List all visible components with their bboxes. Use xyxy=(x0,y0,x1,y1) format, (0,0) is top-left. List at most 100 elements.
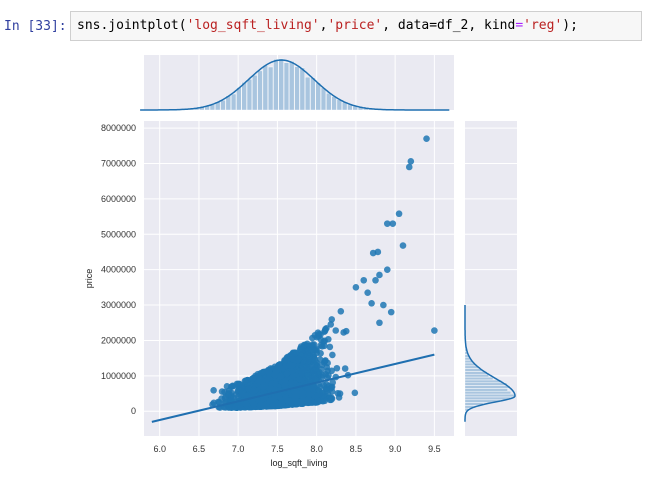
code-token: 'reg' xyxy=(523,18,563,33)
scatter-point xyxy=(319,389,326,397)
scatter-point xyxy=(317,336,325,344)
scatter-point xyxy=(311,375,319,383)
scatter-point xyxy=(305,391,313,398)
scatter-point xyxy=(327,321,335,328)
marginal-x-bar xyxy=(320,87,327,111)
scatter-point xyxy=(364,289,371,296)
y-tick-label: 7000000 xyxy=(101,158,136,168)
scatter-point xyxy=(266,397,273,405)
marginal-y-bar xyxy=(464,385,511,389)
code-token: = xyxy=(515,18,524,33)
code-token: 'price' xyxy=(327,18,383,33)
code-token: kind xyxy=(484,18,516,33)
code-token: sns.jointplot( xyxy=(77,18,187,33)
scatter-point xyxy=(297,343,305,350)
scatter-point xyxy=(257,401,264,409)
scatter-point xyxy=(281,356,288,364)
scatter-point xyxy=(241,377,249,385)
scatter-point xyxy=(299,366,307,374)
scatter-point xyxy=(318,374,326,381)
marginal-x-bar xyxy=(236,87,242,111)
scatter-point xyxy=(328,388,336,395)
scatter-point xyxy=(259,383,267,390)
marginal-x-bar xyxy=(331,96,337,111)
scatter-point xyxy=(305,396,312,403)
marginal-x-bar xyxy=(257,70,263,111)
y-tick-label: 1000000 xyxy=(101,371,136,381)
marginal-x-bar xyxy=(326,93,332,111)
scatter-point xyxy=(224,391,232,398)
marginal-x-bar xyxy=(315,82,321,111)
scatter-point xyxy=(376,271,383,279)
scatter-point xyxy=(295,355,302,363)
scatter-point xyxy=(369,249,377,257)
scatter-point xyxy=(332,327,340,334)
scatter-point xyxy=(237,384,245,392)
x-tick-label: 9.0 xyxy=(389,444,402,454)
scatter-point xyxy=(327,396,335,404)
marginal-x-bar xyxy=(278,58,284,111)
marginal-x-bar xyxy=(220,100,226,111)
marginal-x-kde xyxy=(140,59,450,111)
scatter-point xyxy=(265,368,272,376)
y-tick-label: 6000000 xyxy=(101,194,136,204)
scatter-point xyxy=(299,392,307,400)
marginal-y-bar xyxy=(464,374,489,378)
marginal-y-bar xyxy=(464,379,502,383)
scatter-point xyxy=(399,242,407,249)
scatter-point xyxy=(431,327,438,334)
x-tick-label: 8.5 xyxy=(350,444,363,454)
marginal-x-bar xyxy=(241,82,247,111)
scatter-point xyxy=(326,343,334,351)
scatter-point xyxy=(337,307,345,315)
scatter-point xyxy=(333,364,341,372)
marginal-y-bar xyxy=(464,368,482,372)
scatter-point xyxy=(387,308,395,316)
scatter-point xyxy=(292,397,300,405)
scatter-point xyxy=(215,398,222,406)
scatter-point xyxy=(289,355,297,363)
scatter-point xyxy=(273,393,281,400)
scatter-point xyxy=(407,158,415,165)
scatter-point xyxy=(242,400,250,408)
code-cell-input[interactable]: sns.jointplot('log_sqft_living','price',… xyxy=(70,11,642,41)
scatter-point xyxy=(314,329,322,336)
scatter-point xyxy=(328,316,336,323)
marginal-x-bar xyxy=(268,66,274,111)
scatter-point xyxy=(286,361,293,369)
y-tick-label: 3000000 xyxy=(101,300,136,310)
y-tick-label: 4000000 xyxy=(101,265,136,275)
scatter-point xyxy=(376,319,383,327)
scatter-point xyxy=(225,403,233,411)
marginal-x-bar xyxy=(246,78,253,111)
scatter-point xyxy=(351,389,359,397)
scatter-point xyxy=(233,380,241,388)
scatter-point xyxy=(340,329,347,336)
x-axis-label: log_sqft_living xyxy=(270,458,327,468)
scatter-point xyxy=(310,383,317,390)
marginal-y-bar xyxy=(464,377,494,380)
scatter-point xyxy=(304,371,312,379)
scatter-point xyxy=(275,361,283,369)
scatter-point xyxy=(288,368,296,375)
x-tick-label: 9.5 xyxy=(428,444,441,454)
marginal-y-bar xyxy=(464,382,508,386)
scatter-point xyxy=(312,399,319,406)
scatter-point xyxy=(304,351,311,359)
marginal-y-bar xyxy=(464,396,511,400)
marginal-y-kde xyxy=(464,305,516,422)
code-token: ); xyxy=(562,18,578,33)
scatter-point xyxy=(210,387,217,394)
x-tick-label: 7.5 xyxy=(271,444,284,454)
x-tick-label: 6.0 xyxy=(153,444,166,454)
scatter-point xyxy=(278,399,286,406)
scatter-point xyxy=(309,334,316,342)
scatter-point xyxy=(360,276,368,284)
marginal-x-bar xyxy=(310,77,316,111)
scatter-point xyxy=(304,385,312,392)
x-tick-label: 7.0 xyxy=(232,444,245,454)
scatter-point xyxy=(227,383,235,391)
scatter-point xyxy=(249,388,257,395)
scatter-point xyxy=(230,394,237,402)
